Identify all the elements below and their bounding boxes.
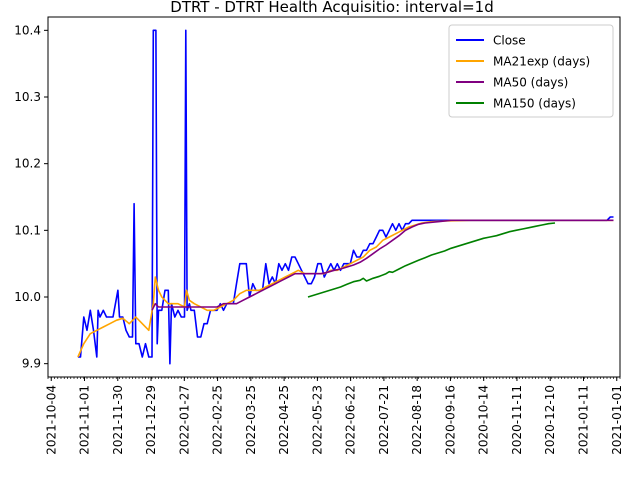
series-line-2 — [151, 219, 614, 311]
legend-label: Close — [493, 34, 526, 48]
legend-label: MA50 (days) — [493, 76, 568, 90]
x-tick-label: 2021-12-29 — [144, 385, 158, 455]
x-tick-label: 2022-05-23 — [310, 385, 324, 455]
x-axis: 2021-10-04 2021-11-01 2021-11-30 2021-12-29… — [44, 377, 624, 455]
x-tick-label: 2022-06-22 — [344, 385, 358, 455]
x-tick-label: 2022-04-25 — [277, 385, 291, 455]
legend: Close MA21exp (days) MA50 (days) MA150 (day… — [448, 24, 614, 118]
y-tick-label: 9.9 — [22, 357, 41, 371]
legend-label: MA21exp (days) — [493, 55, 590, 69]
x-tick-label: 2021-11-01 — [78, 385, 92, 455]
x-tick-label: 2021-01-11 — [576, 385, 590, 455]
y-tick-label: 10.0 — [14, 290, 41, 304]
series-line-3 — [307, 222, 556, 298]
x-tick-label: 2022-03-25 — [244, 385, 258, 455]
x-tick-label: 2020-12-10 — [543, 385, 557, 455]
y-tick-label: 10.1 — [14, 223, 41, 237]
plot-series — [77, 29, 614, 365]
legend-box — [448, 24, 614, 118]
y-tick-label: 10.2 — [14, 157, 41, 171]
x-tick-label: 2022-08-18 — [410, 385, 424, 455]
x-tick-label: 2022-07-21 — [377, 385, 391, 455]
x-tick-label: 2020-10-14 — [477, 385, 491, 455]
series-line-1 — [77, 219, 614, 358]
x-tick-label: 2020-11-11 — [510, 385, 524, 455]
legend-label: MA150 (days) — [493, 97, 576, 111]
y-tick-label: 10.4 — [14, 23, 41, 37]
y-tick-label: 10.3 — [14, 90, 41, 104]
x-tick-label: 2022-02-25 — [211, 385, 225, 455]
x-tick-label: 2021-01-01 — [610, 385, 624, 455]
y-axis: 9.9 10.0 10.1 10.2 10.3 10.4 — [14, 23, 48, 371]
chart-title: DTRT - DTRT Health Acquisitio: interval=… — [170, 0, 493, 16]
x-tick-label: 2021-10-04 — [44, 385, 58, 455]
x-tick-label: 2020-09-16 — [443, 385, 457, 455]
x-tick-label: 2021-11-30 — [111, 385, 125, 455]
x-tick-label: 2022-01-27 — [177, 385, 191, 455]
